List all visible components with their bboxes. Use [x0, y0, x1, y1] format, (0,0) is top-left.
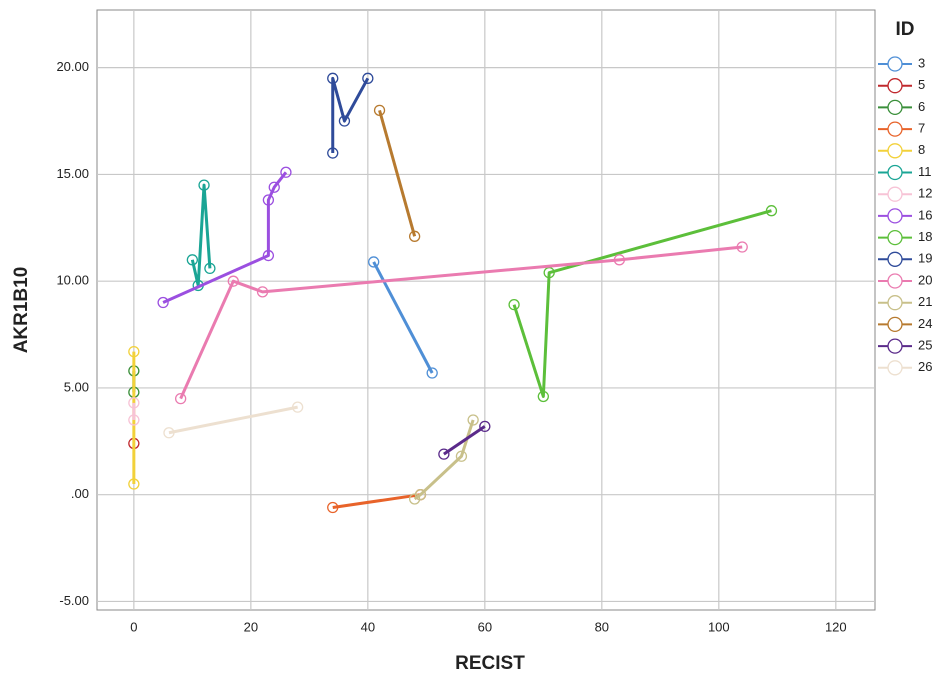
legend-swatch-marker — [887, 208, 903, 224]
data-point — [256, 286, 269, 298]
series-line — [179, 245, 743, 400]
x-tick-label: 40 — [361, 619, 375, 634]
legend-swatch-marker — [887, 121, 903, 137]
legend-swatch-marker — [887, 273, 903, 289]
data-point — [157, 296, 169, 309]
data-point — [368, 256, 380, 268]
data-point — [128, 414, 140, 426]
legend-swatch-marker — [887, 186, 903, 202]
data-point — [227, 275, 239, 287]
series-line — [512, 209, 772, 398]
legend-label: 20 — [918, 272, 932, 287]
legend-swatch-marker — [887, 164, 903, 181]
data-point — [613, 254, 626, 266]
data-point — [373, 104, 386, 117]
legend-label: 21 — [918, 294, 932, 309]
data-point — [467, 414, 479, 426]
y-tick-label: 10.00 — [56, 273, 89, 288]
legend-label: 8 — [918, 142, 925, 157]
legend-label: 24 — [918, 316, 932, 331]
data-point — [291, 401, 304, 413]
legend-label: 12 — [918, 186, 932, 201]
data-point — [479, 420, 491, 433]
data-point — [508, 299, 520, 311]
data-point — [736, 241, 748, 253]
data-point — [408, 493, 421, 505]
data-point — [537, 390, 549, 403]
data-point — [327, 72, 339, 84]
series-line — [190, 183, 212, 287]
legend-swatch-marker — [887, 360, 903, 376]
data-point — [362, 72, 374, 84]
legend-label: 18 — [918, 229, 932, 244]
series-line — [378, 109, 417, 237]
data-point — [408, 230, 421, 242]
x-tick-label: 20 — [244, 619, 258, 634]
data-point — [438, 448, 450, 460]
legend-label: 5 — [918, 77, 925, 92]
data-point — [268, 181, 280, 193]
data-point — [262, 194, 275, 206]
legend-label: 3 — [918, 55, 925, 70]
data-point — [338, 115, 351, 127]
series-line — [162, 171, 288, 304]
legend-label: 16 — [918, 207, 932, 222]
series-line — [332, 493, 421, 509]
data-point — [426, 367, 438, 379]
y-tick-label: 20.00 — [56, 59, 89, 74]
data-point — [174, 392, 187, 405]
data-point — [128, 478, 140, 490]
x-tick-label: 60 — [478, 619, 492, 634]
y-tick-label: -5.00 — [59, 593, 89, 608]
legend-swatch-marker — [887, 316, 903, 333]
y-tick-label: 15.00 — [56, 166, 89, 181]
legend-swatch-marker — [887, 78, 903, 94]
legend-swatch-marker — [887, 251, 903, 267]
legend-swatch-marker — [887, 143, 903, 159]
data-point — [327, 147, 339, 159]
data-point — [414, 489, 427, 501]
data-point — [128, 397, 140, 409]
legend-swatch-marker — [887, 295, 903, 311]
legend-label: 26 — [918, 359, 932, 374]
series-line — [443, 425, 486, 456]
legend-swatch-marker — [887, 56, 903, 72]
legend-label: 25 — [918, 338, 932, 353]
legend-swatch-marker — [887, 338, 903, 354]
x-tick-label: 120 — [825, 619, 847, 634]
data-point — [198, 179, 210, 191]
data-point — [186, 254, 198, 266]
data-point — [327, 501, 339, 514]
data-point — [128, 345, 140, 358]
x-tick-label: 80 — [595, 619, 609, 634]
data-point — [280, 166, 292, 178]
data-point — [204, 262, 216, 275]
series-line — [168, 405, 298, 435]
x-tick-label: 0 — [130, 619, 137, 634]
plot-area — [96, 9, 876, 611]
legend-label: 7 — [918, 121, 925, 136]
y-axis-title: AKR1B10 — [11, 267, 32, 354]
y-tick-label: 5.00 — [64, 379, 89, 394]
legend-label: 19 — [918, 251, 932, 266]
legend-label: 11 — [918, 164, 932, 179]
data-point — [765, 205, 778, 217]
x-axis-title: RECIST — [455, 653, 525, 674]
legend-title: ID — [896, 19, 915, 40]
series-line — [331, 76, 370, 154]
legend-swatch-marker — [887, 229, 903, 246]
legend-swatch-marker — [887, 99, 903, 116]
data-point — [163, 427, 175, 439]
x-tick-label: 100 — [708, 619, 730, 634]
data-point — [262, 249, 275, 262]
data-point — [543, 266, 555, 279]
y-tick-label: .00 — [71, 486, 89, 501]
legend-label: 6 — [918, 99, 925, 114]
data-point — [455, 450, 468, 462]
